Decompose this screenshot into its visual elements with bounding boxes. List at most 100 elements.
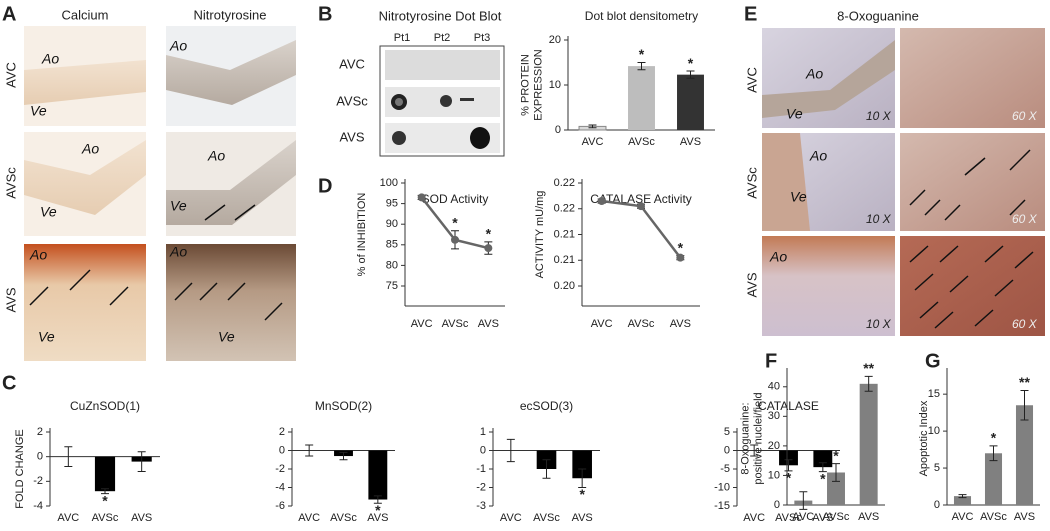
image-annotation: Ao <box>207 148 225 164</box>
significance-marker: * <box>820 470 826 486</box>
row-label: AVSc <box>336 93 368 108</box>
y-tick-label: 0 <box>934 499 940 511</box>
dot <box>395 98 403 106</box>
tissue <box>24 140 146 215</box>
y-tick-label: 15 <box>928 388 940 400</box>
y-tick-label: 0.22 <box>554 177 575 189</box>
x-tick-label: AVC <box>792 511 814 523</box>
panel-label: G <box>925 350 941 372</box>
error-bar <box>1020 389 1029 421</box>
error-bar <box>784 459 793 472</box>
y-tick-label: -10 <box>714 481 730 493</box>
y-tick-label: -3 <box>476 500 486 512</box>
y-tick-label: 20 <box>549 34 561 46</box>
error-bar <box>818 462 827 473</box>
error-bar <box>799 491 808 510</box>
x-tick-label: AVSc <box>533 512 560 524</box>
column-header: Pt3 <box>474 32 491 44</box>
y-tick-label: 75 <box>386 280 398 292</box>
x-tick-label: AVS <box>572 512 593 524</box>
image-annotation: Ve <box>790 189 807 205</box>
bar <box>953 496 972 505</box>
y-tick-label: 5 <box>724 426 730 438</box>
error-bar <box>64 446 73 468</box>
micrograph <box>900 236 1045 336</box>
y-tick-label: 0 <box>480 444 486 456</box>
significance-marker: * <box>579 486 585 502</box>
y-tick-label: 10 <box>768 469 780 481</box>
y-tick-label: 10 <box>928 425 940 437</box>
y-tick-label: -4 <box>33 500 43 512</box>
point <box>637 202 645 211</box>
y-tick-label: -15 <box>714 500 730 512</box>
y-tick-label: 0 <box>37 451 43 463</box>
y-tick-label: 1 <box>480 426 486 438</box>
column-header: Calcium <box>62 7 109 22</box>
x-tick-label: AVSc <box>980 511 1007 523</box>
x-tick-label: AVS <box>131 512 152 524</box>
tissue <box>166 40 296 105</box>
image-annotation: Ve <box>38 329 55 345</box>
row-label: AVS <box>339 129 364 144</box>
y-tick-label: 20 <box>768 440 780 452</box>
magnification: 60 X <box>1012 317 1038 331</box>
y-axis-label: 8-Oxoguanine: <box>739 402 751 474</box>
significance-marker: ** <box>1019 374 1030 390</box>
chart-title: SOD Activity <box>422 192 489 206</box>
magnification: 60 X <box>1012 109 1038 123</box>
micrograph <box>24 244 146 361</box>
bar <box>813 450 833 468</box>
y-tick-label: -5 <box>720 463 730 475</box>
significance-marker: * <box>375 502 381 518</box>
magnification: 10 X <box>866 317 892 331</box>
image-annotation: Ve <box>786 106 803 122</box>
significance-marker: * <box>486 226 492 242</box>
row-label: AVC <box>744 67 759 93</box>
x-tick-label: AVC <box>743 512 765 524</box>
image-annotation: Ao <box>29 247 47 263</box>
image-annotation: Ao <box>769 249 787 265</box>
y-tick-label: 0.20 <box>554 280 575 292</box>
point <box>484 244 493 253</box>
image-annotation: Ve <box>218 329 235 345</box>
panel-label: A <box>2 3 16 25</box>
panel-label: C <box>2 372 16 394</box>
x-tick-label: AVS <box>478 318 499 330</box>
chart-title: Dot blot densitometry <box>585 9 698 23</box>
x-tick-label: AVSc <box>628 318 655 330</box>
point <box>451 235 459 244</box>
y-tick-label: -2 <box>33 475 43 487</box>
error-bar <box>750 444 759 457</box>
panel-label: D <box>318 175 332 197</box>
dot <box>440 95 452 107</box>
row-label: AVC <box>339 56 365 71</box>
bar <box>1015 405 1034 505</box>
chart-title: CuZnSOD(1) <box>70 399 140 413</box>
y-axis-label: % of INHIBITION <box>356 193 368 277</box>
y-tick-label: 10 <box>549 79 561 91</box>
significance-marker: * <box>786 470 792 486</box>
y-tick-label: 0 <box>555 124 561 136</box>
y-tick-label: 100 <box>380 177 398 189</box>
row-label: AVSc <box>744 167 759 199</box>
y-axis-label: EXPRESSION <box>532 49 544 121</box>
error-bar <box>864 375 873 392</box>
error-bar <box>137 451 146 472</box>
bar <box>628 66 655 130</box>
y-tick-label: -2 <box>476 481 486 493</box>
panel-label: F <box>765 350 777 372</box>
significance-marker: * <box>678 239 684 255</box>
y-tick-label: 30 <box>768 410 780 422</box>
column-header: Pt2 <box>434 32 451 44</box>
x-tick-label: AVC <box>411 318 433 330</box>
chart-title: CATALASE <box>758 399 819 413</box>
error-bar <box>542 459 551 479</box>
blot-strip <box>385 50 500 80</box>
magnification: 10 X <box>866 212 892 226</box>
row-label: AVC <box>3 62 18 88</box>
y-axis-label: Apoptotic Index <box>918 400 930 476</box>
y-axis-label: ACTIVITY mU/mg <box>534 191 546 279</box>
bar <box>859 383 878 505</box>
column-header: Nitrotyrosine <box>194 7 267 22</box>
x-tick-label: AVSc <box>775 512 802 524</box>
